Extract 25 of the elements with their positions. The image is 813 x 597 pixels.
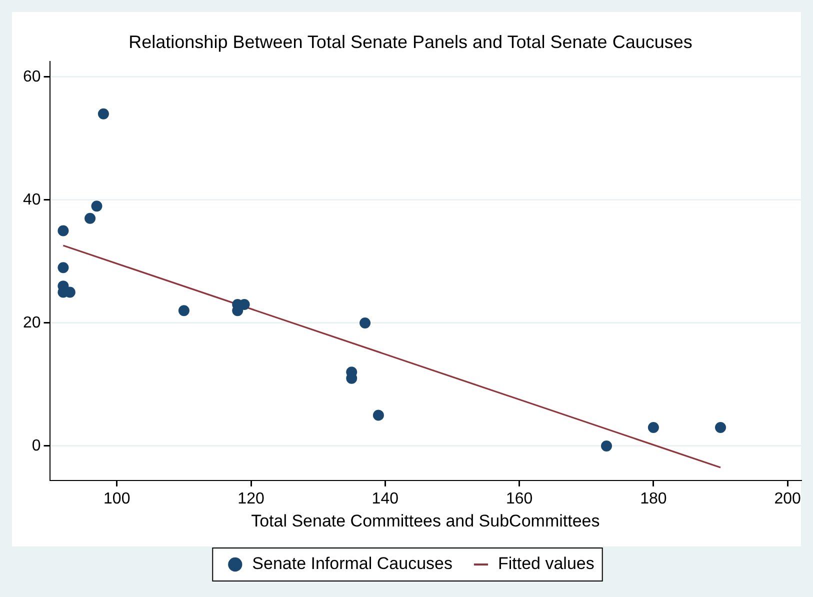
point: [178, 305, 190, 316]
point: [372, 410, 384, 421]
x-tick-label: 100: [104, 490, 130, 508]
x-tick-label: 140: [372, 490, 399, 508]
y-tick-label: 0: [32, 437, 41, 454]
legend-label: Senate Informal Caucuses: [252, 554, 452, 574]
x-tick-label: 160: [506, 490, 533, 508]
x-tick-label: 180: [640, 490, 667, 508]
point: [648, 422, 659, 434]
point: [91, 200, 102, 212]
legend-label: Fitted values: [498, 554, 594, 574]
chart-title: Relationship Between Total Senate Panels and Total Senate Caucuses: [128, 32, 692, 52]
point: [84, 212, 96, 224]
y-tick-label: 20: [23, 314, 41, 332]
point: [98, 108, 109, 120]
y-tick-label: 40: [23, 191, 41, 208]
point: [58, 225, 69, 236]
x-tick-label: 200: [774, 490, 802, 508]
point: [600, 440, 612, 452]
point: [715, 422, 726, 434]
y-tick-label: 60: [23, 68, 41, 86]
x-tick-label: 120: [238, 490, 264, 508]
x-axis-title: Total Senate Committees and SubCommittees: [251, 511, 600, 530]
point: [360, 317, 371, 328]
point: [58, 262, 69, 274]
